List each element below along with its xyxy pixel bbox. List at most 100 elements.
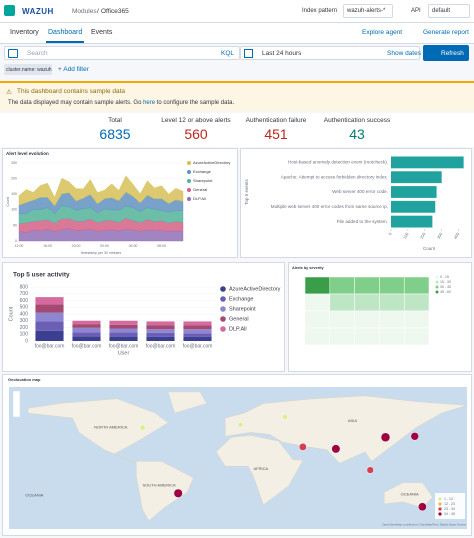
legend-label: 12 - 23 <box>444 502 455 506</box>
y-tick-label: 150 <box>11 192 17 196</box>
legend-swatch <box>220 316 226 322</box>
legend-label: AzureActiveDirectory <box>229 286 281 292</box>
heat-cell <box>379 310 405 329</box>
bar-segment <box>72 324 101 328</box>
action-link[interactable]: Generate report <box>423 29 469 36</box>
legend-swatch <box>438 502 442 506</box>
api-label: API <box>411 8 421 14</box>
y-tick-label: 800 <box>20 284 29 290</box>
callout-text-end: to configure the sample data. <box>155 100 235 106</box>
bar-segment <box>146 336 175 341</box>
filter-pill[interactable] <box>4 64 52 75</box>
chart-title: Alert level evolution <box>6 151 49 156</box>
y-tick-label: Host-based anomaly detection event (root… <box>288 160 388 165</box>
map-point <box>380 432 391 443</box>
x-tick-label: 0 <box>387 231 393 236</box>
continent <box>384 482 433 509</box>
bar-segment <box>183 336 212 341</box>
legend-swatch <box>187 197 191 201</box>
legend-swatch <box>187 170 191 174</box>
refresh-button[interactable] <box>423 45 469 61</box>
callout-link[interactable]: here <box>143 100 156 106</box>
tab[interactable]: Inventory <box>10 29 39 36</box>
breadcrumb[interactable]: Modules <box>72 8 97 15</box>
index-label: Index pattern <box>302 8 338 14</box>
x-tick-label: 04:00 <box>129 244 138 248</box>
search-icon <box>8 49 18 58</box>
map-point <box>173 488 183 498</box>
map-point <box>237 422 244 428</box>
heat-cell <box>379 293 405 312</box>
legend-swatch <box>187 161 191 165</box>
tab-active[interactable]: Dashboard <box>48 29 83 36</box>
legend-swatch <box>220 286 226 292</box>
y-tick-label: 200 <box>11 177 17 181</box>
logo[interactable] <box>4 5 15 16</box>
show-dates[interactable]: Show dates <box>387 50 421 57</box>
region-label: NORTH AMERICA <box>94 425 128 430</box>
map-attribution: OpenStreetMap contributors | OpenMapTile… <box>382 523 466 527</box>
heat-cell <box>304 276 331 295</box>
panel: Geolocation map NORTH AMERICA SOUTH AMERIC… <box>2 374 472 536</box>
legend-label: 45 - 60 <box>440 290 451 294</box>
y-tick-label: 0 <box>15 239 17 243</box>
filter-pill-label: cluster.name: wazuh <box>6 67 52 73</box>
date-picker[interactable] <box>240 46 420 60</box>
map-point <box>331 444 341 454</box>
api-select[interactable] <box>428 4 470 18</box>
brand[interactable]: WAZUH <box>22 7 54 16</box>
y-tick-label: 250 <box>11 161 17 165</box>
bar-segment <box>72 327 101 333</box>
panel: Alerts by severity 0 - 15 15 - 30 30 - 45 45… <box>288 262 472 372</box>
heat-cell <box>354 293 380 312</box>
y-tick-label: 500 <box>20 305 29 311</box>
panel: Alert level evolution 0 50 100 150 200 250 12:0… <box>2 148 238 258</box>
x-tick-label: 400 <box>453 231 461 240</box>
y-tick-label: 100 <box>20 332 29 338</box>
callout <box>0 81 474 111</box>
y-tick-label: Multiple web server 400 error codes from… <box>271 204 388 209</box>
tab[interactable]: Events <box>91 29 113 36</box>
bar-segment <box>146 325 175 330</box>
y-tick-label: 400 <box>20 311 29 317</box>
bar-segment <box>35 312 64 322</box>
bar-segment <box>35 297 64 305</box>
heat-cell <box>304 310 331 329</box>
x-tick-label: foo@bar.com <box>109 343 139 349</box>
search-box[interactable] <box>4 46 240 60</box>
stacked-bar-chart: Top 5 user activity 010020030040050060070… <box>8 272 281 357</box>
legend-swatch <box>187 188 191 192</box>
heat-cell <box>354 276 380 295</box>
kql-toggle[interactable]: KQL <box>221 50 235 57</box>
action-link[interactable]: Explore agent <box>362 29 403 36</box>
heat-cell <box>354 310 380 329</box>
heat-cell <box>304 327 331 346</box>
index-select[interactable] <box>343 4 393 18</box>
bar-segment <box>146 321 175 326</box>
y-tick-label: 50 <box>13 223 17 227</box>
y-tick-label: 100 <box>11 208 17 212</box>
heat-cell <box>403 293 430 312</box>
legend-label: DLP.All <box>193 196 206 201</box>
legend-label: 0 - 15 <box>440 275 449 279</box>
x-tick-label: 300 <box>436 231 444 240</box>
region-label: AFRICA <box>254 466 269 471</box>
bar-segment <box>146 329 175 333</box>
map-point <box>139 424 146 431</box>
legend-label: General <box>229 316 249 322</box>
zoom-controls[interactable] <box>12 390 21 418</box>
region-label: ASIA <box>348 418 357 423</box>
callout-text-start: The data displayed may contain sample al… <box>8 100 144 106</box>
calendar-icon <box>244 49 253 58</box>
legend-swatch <box>220 306 226 312</box>
y-tick-label: 700 <box>20 291 29 297</box>
panel: Top 5 user activity 0 100 200 300 400 500 600 70… <box>2 262 285 372</box>
bar-segment <box>72 320 101 325</box>
add-filter[interactable]: + Add filter <box>58 66 89 73</box>
y-tick-label: Apache: Attempt to access forbidden dire… <box>281 174 388 179</box>
legend-swatch <box>438 512 442 516</box>
map-controls[interactable] <box>12 390 21 418</box>
legend-label: 15 - 30 <box>440 280 451 284</box>
bar-segment <box>35 321 64 331</box>
